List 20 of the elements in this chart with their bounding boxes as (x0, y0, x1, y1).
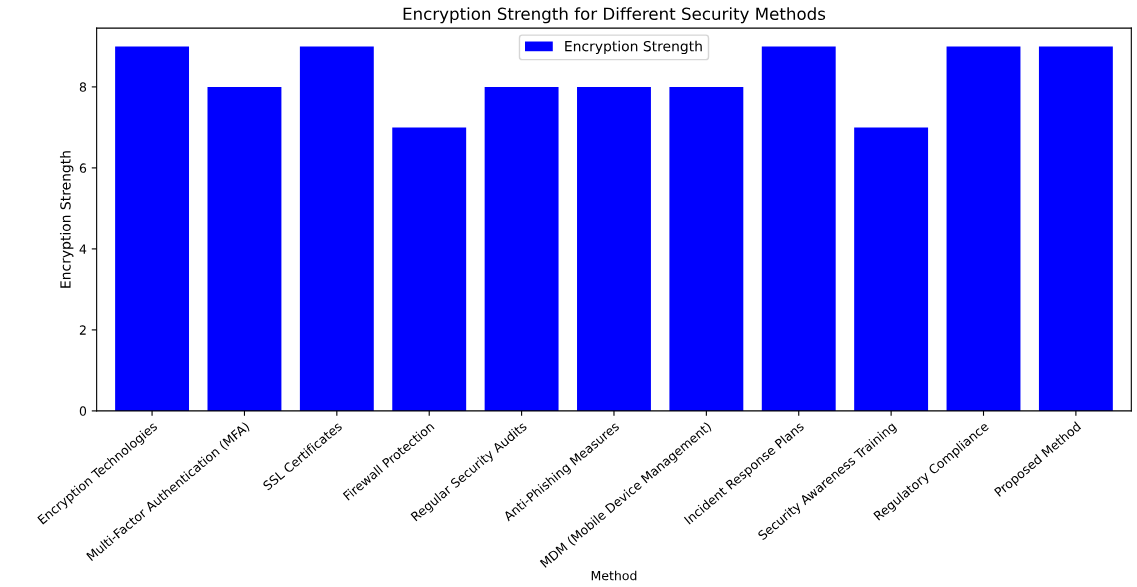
bar (207, 86, 282, 411)
y-tick-label: 4 (79, 244, 87, 254)
chart-title: Encryption Strength for Different Security Methods (403, 7, 826, 24)
bar (115, 46, 190, 411)
x-axis-title: Method (591, 570, 637, 581)
bar (946, 46, 1021, 411)
bar (392, 127, 467, 411)
y-tick-label: 8 (79, 82, 87, 92)
legend-label: Encryption Strength (565, 40, 702, 55)
bar (1038, 46, 1113, 411)
bar (577, 86, 651, 411)
bar (854, 127, 929, 411)
y-tick-label: 6 (79, 163, 87, 173)
y-axis-title: Encryption Strength (59, 151, 74, 288)
y-tick-label: 0 (79, 406, 87, 416)
bar (761, 46, 836, 411)
bar (299, 46, 374, 411)
y-tick-label: 2 (79, 325, 86, 335)
bar (484, 86, 559, 411)
bar (669, 86, 744, 411)
